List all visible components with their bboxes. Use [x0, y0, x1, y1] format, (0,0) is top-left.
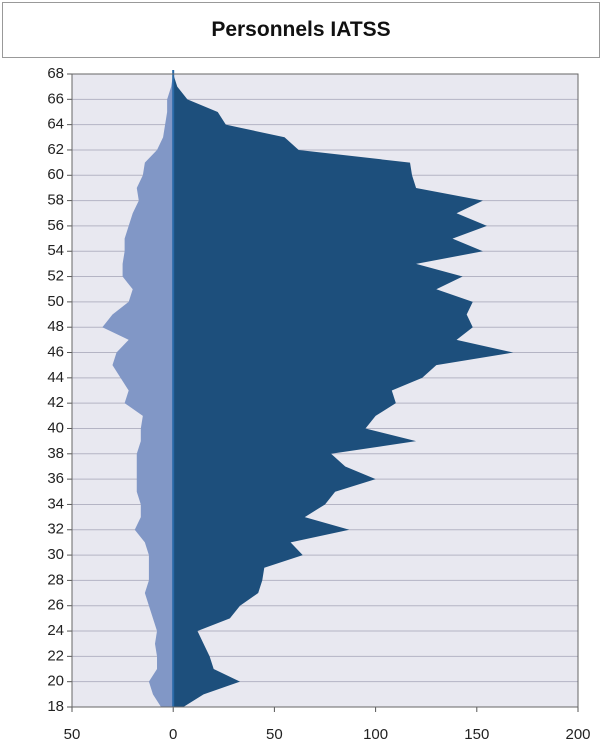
y-tick-label: 26: [47, 597, 64, 614]
x-tick-label: 50: [266, 726, 283, 743]
x-tick-label: 0: [169, 726, 177, 743]
area: [173, 74, 514, 707]
y-tick-label: 28: [47, 571, 64, 588]
y-tick-label: 58: [47, 192, 64, 209]
y-tick-label: 46: [47, 343, 64, 360]
y-tick-label: 36: [47, 470, 64, 487]
y-tick-label: 66: [47, 90, 64, 107]
y-tick-label: 32: [47, 521, 64, 538]
y-tick-label: 54: [47, 242, 64, 259]
y-tick-label: 20: [47, 673, 64, 690]
y-tick-label: 18: [47, 698, 64, 715]
x-tick-label: 100: [363, 726, 388, 743]
plot-frame: [71, 73, 579, 708]
y-tick-label: 68: [47, 65, 64, 82]
y-tick-label: 64: [47, 116, 64, 133]
y-tick-label: 62: [47, 141, 64, 158]
x-tick-label: 150: [464, 726, 489, 743]
chart-title: Personnels IATSS: [2, 2, 600, 58]
x-tick-label: 200: [565, 726, 590, 743]
y-tick-label: 40: [47, 419, 64, 436]
y-tick-label: 60: [47, 166, 64, 183]
area: [102, 74, 174, 707]
y-tick-label: 38: [47, 445, 64, 462]
y-tick-label: 48: [47, 318, 64, 335]
y-tick-label: 42: [47, 394, 64, 411]
y-tick-label: 44: [47, 369, 64, 386]
y-tick-label: 30: [47, 546, 64, 563]
y-tick-label: 50: [47, 293, 64, 310]
y-tick-label: 34: [47, 495, 64, 512]
y-tick-label: 22: [47, 647, 64, 664]
x-tick-label: 50: [64, 726, 81, 743]
y-tick-label: 24: [47, 622, 64, 639]
y-tick-label: 56: [47, 217, 64, 234]
y-tick-label: 52: [47, 268, 64, 285]
